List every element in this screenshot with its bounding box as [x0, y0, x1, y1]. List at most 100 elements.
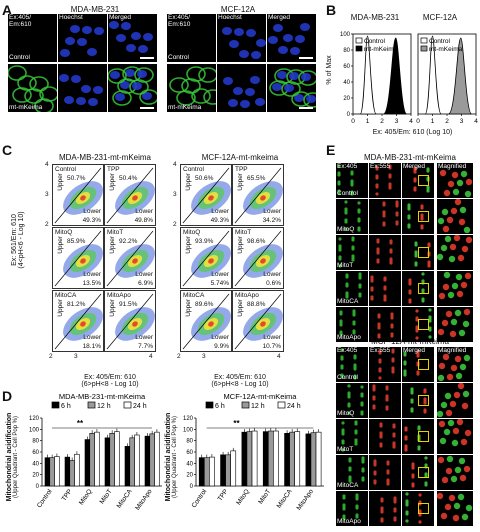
bar	[49, 457, 55, 487]
lower-percent: 49.8%	[134, 217, 153, 224]
bar	[198, 457, 205, 487]
micrograph-texture	[375, 164, 392, 196]
y-tick-label: 3	[173, 191, 177, 198]
micrograph-texture	[405, 492, 422, 524]
bar	[267, 430, 274, 487]
column-header: Ex:405	[337, 163, 358, 170]
column-header: Ex:405/ Em:610	[168, 14, 191, 28]
category-label: MitoCA	[276, 488, 294, 510]
category-label: TPP	[61, 488, 74, 502]
y-tick-label: 3	[45, 191, 49, 198]
legend-label: 6 h	[61, 403, 71, 410]
micrograph-texture	[108, 66, 157, 106]
x-tick-label: 2	[49, 353, 53, 360]
upper-gate-label: Upper	[237, 173, 244, 191]
bar-charts-d: MDA-MB-231-mt-mKeima 6 h 12 h 24 h 0 20 40 60 80…	[29, 392, 324, 512]
y-tick-label: 40	[343, 80, 350, 86]
micrograph-tile	[369, 307, 401, 342]
micrograph-tile: Merged	[402, 347, 434, 382]
x-tick-label: 4	[149, 353, 153, 360]
upper-percent: 65.5%	[247, 175, 266, 182]
upper-gate-label: Upper	[185, 299, 192, 317]
x-tick-label: 3	[460, 118, 464, 125]
legend-swatch	[241, 401, 250, 409]
column-header: Hoechst	[59, 14, 83, 21]
flow-density	[234, 230, 283, 287]
micrograph-texture	[60, 25, 104, 57]
condition-label: TPP	[107, 166, 120, 173]
micrograph-tile	[437, 455, 473, 490]
scale-bar	[299, 57, 313, 59]
row-label: MitoQ	[337, 226, 355, 233]
magnify-box	[418, 395, 429, 406]
bar	[69, 460, 75, 487]
micrograph-texture	[338, 236, 355, 268]
upper-gate-label: Upper	[109, 173, 116, 191]
flow-scatter-plot: MitoApo Upper 91.5% Lower 7.7%	[104, 290, 156, 352]
bar	[230, 450, 237, 487]
flow-density	[234, 167, 283, 224]
y-tick-label: 60	[186, 450, 193, 456]
upper-percent: 98.6%	[247, 238, 266, 245]
micrograph-tile	[267, 64, 316, 112]
category-label: Control	[191, 488, 209, 510]
micrograph-tile	[402, 271, 434, 306]
upper-percent: 50.6%	[195, 175, 214, 182]
y-tick-label: 4	[45, 161, 49, 168]
lower-gate-label: Lower	[211, 334, 229, 341]
category-label: TPP	[217, 488, 230, 502]
column-header: Ex:405/ Em:610	[9, 14, 32, 28]
upper-percent: 50.7%	[67, 175, 86, 182]
micrograph-tile: MitoCA	[336, 271, 368, 306]
y-tick-label: 80	[32, 439, 39, 445]
flow-density	[54, 293, 103, 350]
flow-density	[182, 230, 231, 287]
micrograph-tile: Ex:555	[369, 163, 401, 198]
y-tick-label: 20	[186, 473, 193, 479]
micrograph-tile: Hoechst	[217, 14, 266, 62]
upper-gate-label: Upper	[109, 236, 116, 254]
x-tick-label: 0	[351, 118, 355, 125]
micrograph-tile	[369, 419, 401, 454]
condition-label: Control	[183, 166, 204, 173]
micrograph-texture	[370, 275, 387, 302]
lower-percent: 49.3%	[210, 217, 229, 224]
category-label: MitoQ	[78, 488, 94, 506]
magnify-box	[418, 467, 429, 478]
micrograph-tile: MitoApo	[336, 491, 368, 526]
c-title-left: MDA-MB-231-mt-mKeima	[58, 153, 151, 162]
micrograph-tile	[402, 307, 434, 342]
upper-gate-label: Upper	[57, 173, 64, 191]
magnify-box	[418, 503, 429, 514]
micrograph-texture	[382, 200, 399, 227]
magnify-box	[418, 211, 429, 222]
flow-scatter-plot: Control Upper 50.7% Lower 49.3%	[52, 164, 104, 226]
micrograph-tile	[437, 199, 473, 234]
lower-percent: 13.5%	[82, 280, 101, 287]
micrograph-texture	[414, 241, 431, 268]
condition-label: MitoT	[107, 229, 124, 236]
micrograph-tile: mt-mKeima	[8, 64, 57, 112]
micrograph-texture	[223, 76, 265, 108]
legend-swatch	[277, 401, 286, 409]
row-label: mt-mKeima	[9, 104, 43, 111]
micrograph-texture	[410, 387, 427, 414]
micrograph-texture	[342, 493, 359, 520]
micrograph-texture	[407, 203, 424, 230]
x-tick-label: 3	[395, 118, 399, 125]
column-header: Ex:555	[370, 163, 391, 170]
micrograph-texture	[438, 271, 472, 300]
magnify-box	[418, 247, 429, 258]
bar	[154, 431, 160, 487]
bar	[124, 446, 131, 487]
magnify-box	[418, 175, 429, 186]
condition-label: MitoT	[235, 229, 252, 236]
micrograph-texture	[439, 169, 473, 198]
micrograph-texture	[340, 348, 357, 380]
row-label: MitoApo	[337, 518, 361, 525]
bar	[114, 431, 120, 487]
y-tick-label: 100	[183, 427, 194, 433]
c-xlabel-right: Ex: 405/Em: 610 (6>pH<8 - Log 10)	[190, 374, 290, 388]
